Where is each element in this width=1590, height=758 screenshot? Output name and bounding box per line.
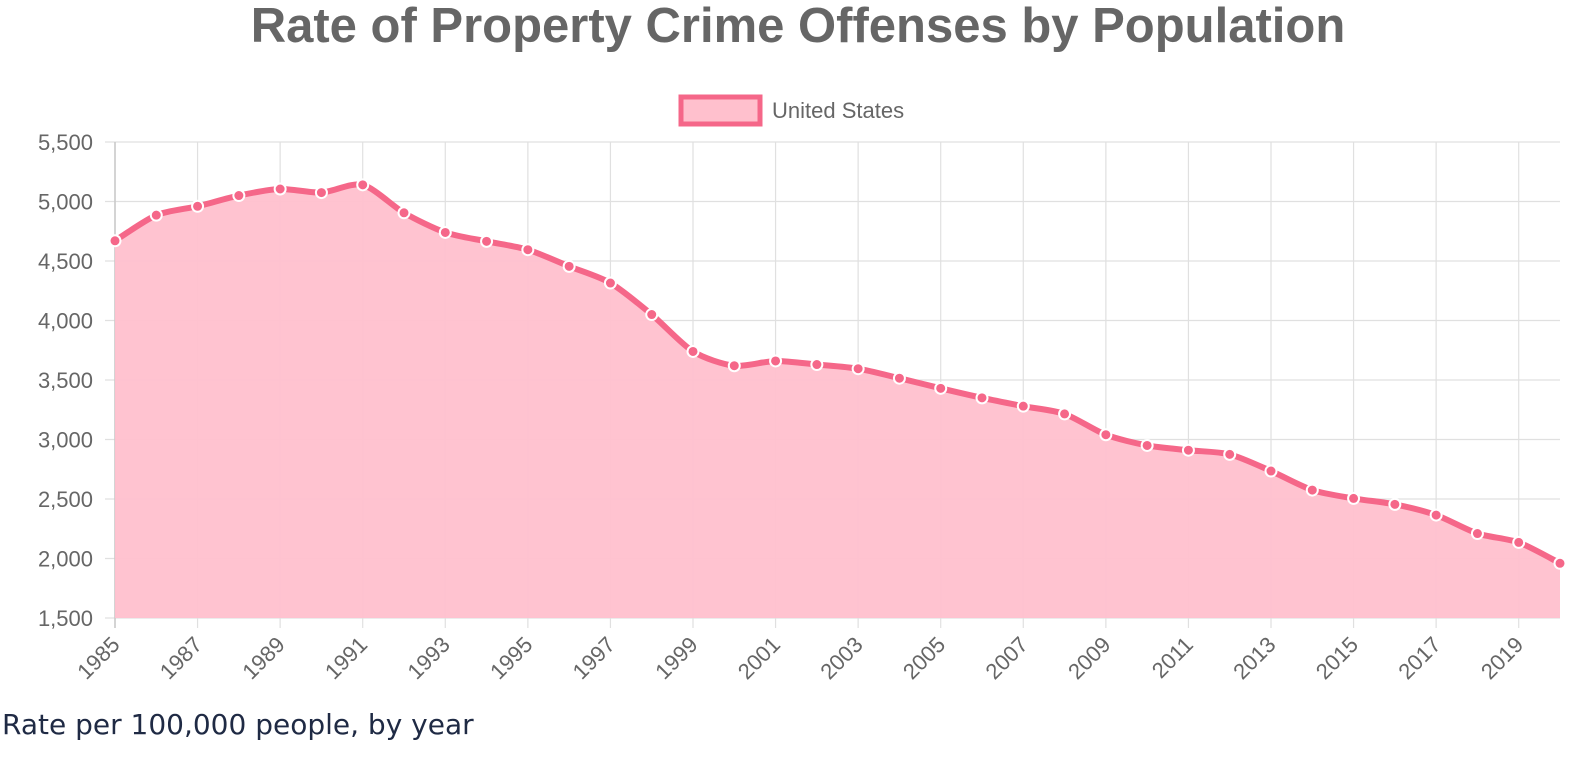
x-tick-label: 2005 [898,632,950,684]
x-tick-label: 2001 [733,632,785,684]
data-point[interactable] [851,362,865,376]
x-tick-label: 1991 [320,632,372,684]
x-tick-label: 1995 [485,632,537,684]
data-point[interactable] [1181,443,1195,457]
x-tick-label: 2003 [815,632,867,684]
y-tick-label: 5,000 [38,190,93,215]
data-point[interactable] [1264,464,1278,478]
data-point[interactable] [232,189,246,203]
data-point[interactable] [645,308,659,322]
data-point[interactable] [769,354,783,368]
data-point[interactable] [521,243,535,257]
data-point[interactable] [438,225,452,239]
x-tick-label: 1987 [155,632,207,684]
x-tick-label: 2011 [1147,632,1198,683]
legend-swatch-united-states[interactable] [678,94,763,127]
legend[interactable]: United States [678,94,904,127]
x-tick-label: 2019 [1476,632,1528,684]
y-tick-label: 1,500 [38,606,93,631]
data-point[interactable] [1140,438,1154,452]
data-point[interactable] [356,178,370,192]
data-point[interactable] [273,182,287,196]
x-tick-label: 1989 [237,632,289,684]
chart-title: Rate of Property Crime Offenses by Popul… [250,0,1346,53]
x-tick-label: 2015 [1311,632,1363,684]
data-point[interactable] [603,276,617,290]
data-point[interactable] [975,391,989,405]
data-point[interactable] [562,259,576,273]
data-point[interactable] [1470,527,1484,541]
area-layer [112,181,1563,618]
y-tick-label: 2,000 [38,547,93,572]
data-point[interactable] [934,381,948,395]
data-point[interactable] [314,186,328,200]
data-point[interactable] [810,358,824,372]
x-tick-label: 1997 [568,632,620,684]
data-point[interactable] [1305,483,1319,497]
x-tick-label: 1985 [72,632,124,684]
data-point[interactable] [1223,447,1237,461]
data-point[interactable] [686,344,700,358]
chart-caption: Rate per 100,000 people, by year [2,708,474,741]
data-point[interactable] [1347,491,1361,505]
x-tick-label: 1999 [650,632,702,684]
x-tick-label: 2013 [1228,632,1280,684]
series-area-united-states [115,184,1560,618]
data-point[interactable] [149,208,163,222]
y-tick-label: 2,500 [38,487,93,512]
x-tick-label: 2017 [1393,632,1445,684]
data-point[interactable] [1553,556,1567,570]
data-point[interactable] [1016,399,1030,413]
y-tick-label: 5,500 [38,130,93,155]
data-point[interactable] [397,206,411,220]
data-point[interactable] [1099,428,1113,442]
data-point[interactable] [1388,497,1402,511]
x-tick-label: 2009 [1063,632,1115,684]
y-tick-label: 3,000 [38,428,93,453]
data-point[interactable] [480,234,494,248]
data-point[interactable] [892,371,906,385]
y-tick-label: 4,000 [38,309,93,334]
data-point[interactable] [1058,407,1072,421]
data-point[interactable] [191,199,205,213]
data-point[interactable] [727,359,741,373]
y-tick-label: 4,500 [38,249,93,274]
x-tick-label: 1993 [403,632,455,684]
data-point[interactable] [1429,508,1443,522]
data-point[interactable] [1512,535,1526,549]
x-tick-label: 2007 [981,632,1033,684]
legend-label-united-states[interactable]: United States [772,98,904,123]
data-point[interactable] [108,234,122,248]
y-tick-label: 3,500 [38,368,93,393]
data-points [108,178,1567,570]
